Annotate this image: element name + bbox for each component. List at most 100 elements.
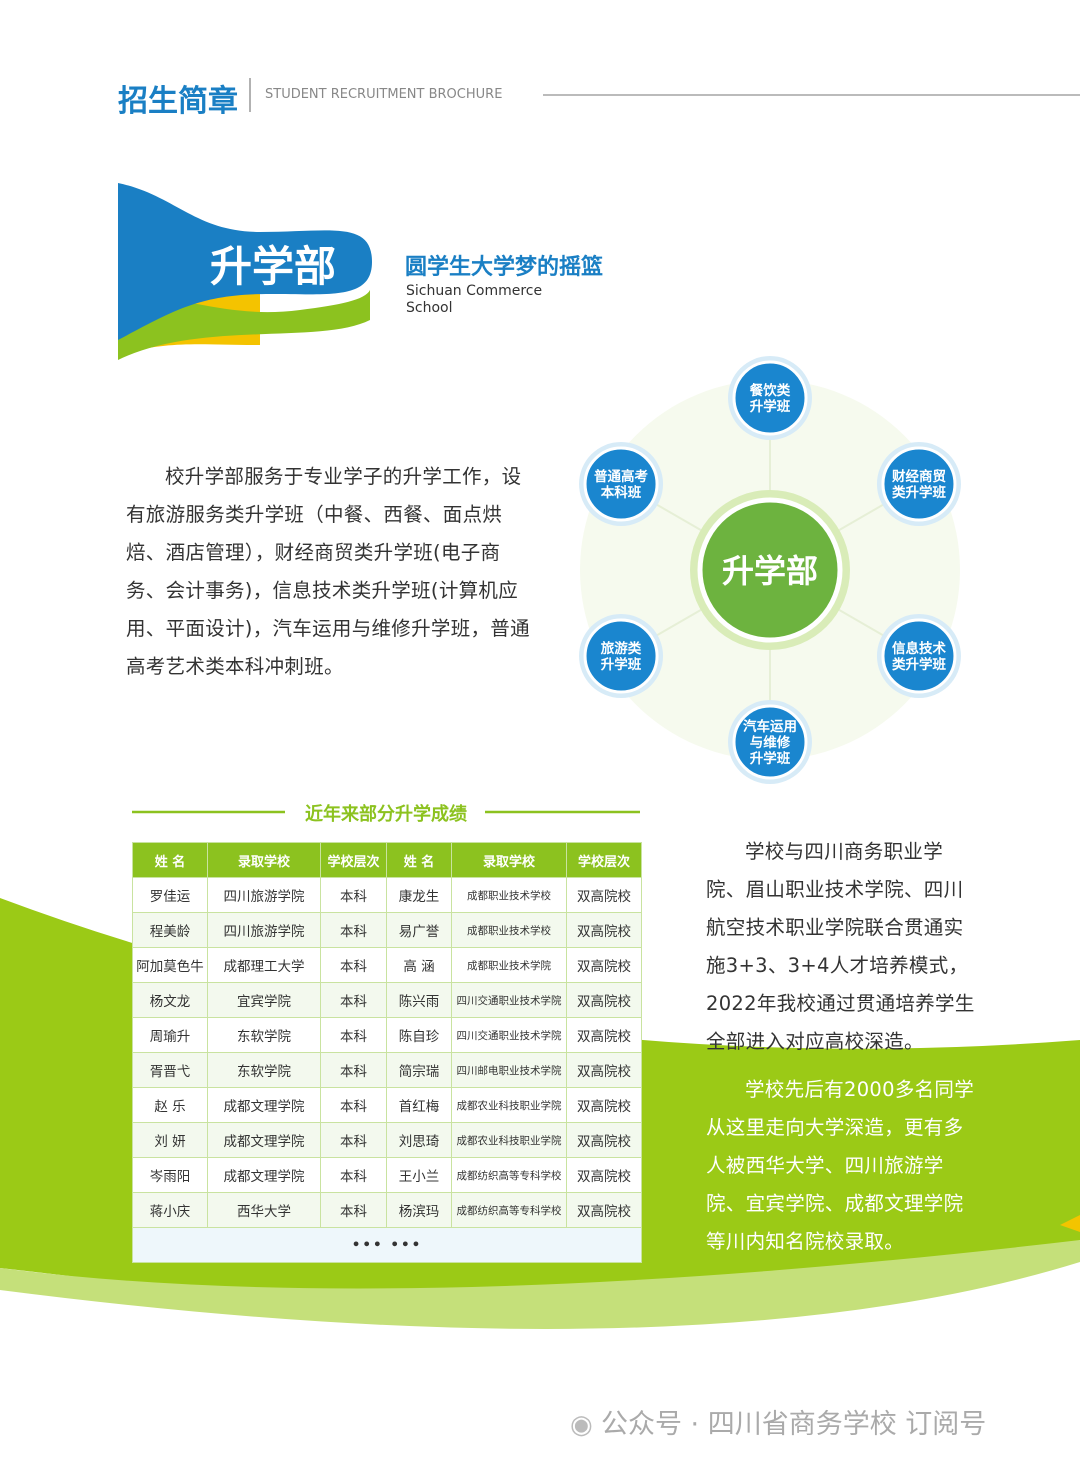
english-line: Sichuan Commerce: [406, 283, 543, 299]
node-label: 普通高考本科班: [594, 468, 648, 501]
paragraph: 学校与四川商务职业学院、眉山职业技术学院、四川航空技术职业学院联合贯通实施3+3…: [706, 840, 975, 1053]
node-label-line: 升学班: [601, 656, 642, 673]
table-cell: 岑雨阳: [132, 1157, 208, 1193]
header-cell: 姓 名: [132, 842, 208, 878]
header-subtitle: STUDENT RECRUITMENT BROCHURE: [265, 87, 503, 102]
table-cell: 本科: [320, 982, 387, 1018]
table-cell: 本科: [320, 1017, 387, 1053]
node-label-line: 升学班: [750, 398, 791, 415]
table-cell: 蒋小庆: [132, 1192, 208, 1228]
table-cell: 成都纺织高等专科学校: [451, 1192, 567, 1228]
table-cell: 刘思琦: [386, 1122, 452, 1158]
table-cell: 陈自珍: [386, 1017, 452, 1053]
header-row: 姓 名录取学校 学校层次姓 名录取学校 学校层次: [132, 842, 642, 878]
table-cell: 阿加莫色牛: [132, 947, 208, 983]
table-cell: 本科: [320, 1052, 387, 1088]
table-cell: 刘 妍: [132, 1122, 208, 1158]
node-circle: [732, 360, 808, 436]
center-circle: [697, 497, 843, 643]
table-cell: 成都职业技术学院: [451, 947, 567, 983]
table-cell: 双高院校: [566, 982, 642, 1018]
header-cell: 姓 名: [386, 842, 452, 878]
slogan: 圆学生大学梦的摇篮: [405, 255, 604, 280]
header-cell: 录取学校: [207, 842, 321, 878]
table-cell: 四川旅游学院: [207, 912, 321, 948]
table-cell: 成都文理学院: [207, 1087, 321, 1123]
table-cell: 四川交通职业技术学院: [451, 982, 567, 1018]
table-cell: 成都职业技术学校: [451, 912, 567, 948]
node-label-line: 普通高考: [594, 468, 648, 485]
green-wave-light: [0, 1240, 1080, 1329]
table-cell: 本科: [320, 1087, 387, 1123]
table-cell: 陈兴雨: [386, 982, 452, 1018]
english-line: School: [406, 300, 453, 316]
node-label-line: 类升学班: [892, 656, 946, 673]
table-cell: 高 涵: [386, 947, 452, 983]
intro: 校升学部服务于专业学子的升学工作，设有旅游服务类升学班（中餐、西餐、面点烘焙、酒…: [126, 465, 530, 678]
table-cell: 双高院校: [566, 1122, 642, 1158]
table-cell: 周瑜升: [132, 1017, 208, 1053]
table-cell: 成都文理学院: [207, 1122, 321, 1158]
node-label-line: 餐饮类: [749, 382, 791, 399]
table-row: 赵 乐成都文理学院 本科 首红梅 成都农业科技职业学院 双高院校: [132, 1087, 642, 1123]
node-label-line: 信息技术: [892, 640, 946, 657]
header-cell: 学校层次: [320, 842, 387, 878]
node-label: 财经商贸类升学班: [891, 468, 946, 501]
table-cell: 成都理工大学: [207, 947, 321, 983]
yellow-accent: [1060, 1215, 1080, 1232]
node-label-line: 类升学班: [892, 484, 946, 501]
node-circle: [881, 446, 957, 522]
table-cell: 赵 乐: [132, 1087, 208, 1123]
node-circle: [583, 618, 659, 694]
table-cell: 双高院校: [566, 1017, 642, 1053]
table-cell: 杨文龙: [132, 982, 208, 1018]
table-cell: 本科: [320, 947, 387, 983]
table-cell: 胥晋弋: [132, 1052, 208, 1088]
diagram: 餐饮类升学班财经商贸类升学班信息技术类升学班汽车运用与维修升学班旅游类升学班普通…: [579, 356, 961, 784]
table-cell: 四川交通职业技术学院: [451, 1017, 567, 1053]
node-label-line: 本科班: [601, 484, 642, 501]
table-cell: 双高院校: [566, 1192, 642, 1228]
table-cell: 本科: [320, 1157, 387, 1193]
node-circle: [583, 446, 659, 522]
node-label-line: 汽车运用: [743, 718, 797, 735]
table-cell: 四川邮电职业技术学院: [451, 1052, 567, 1088]
node-label: 餐饮类升学班: [749, 382, 791, 415]
table-cell: 康龙生: [386, 877, 452, 913]
header-title: 招生简章: [118, 84, 238, 119]
more-row: ••• •••: [132, 1227, 642, 1263]
table-cell: 西华大学: [207, 1192, 321, 1228]
node-label: 旅游类升学班: [601, 640, 642, 673]
table-cell: 成都职业技术学校: [451, 877, 567, 913]
table-row: 杨文龙 宜宾学院 本科 陈兴雨 四川交通职业技术学院 双高院校: [132, 982, 642, 1018]
table-cell: 东软学院: [207, 1052, 321, 1088]
table-row: 程美龄 四川旅游学院 本科 易广誉 成都职业技术学校 双高院校: [132, 912, 642, 948]
table-title: 近年来部分升学成绩: [305, 804, 467, 825]
table-cell: 本科: [320, 912, 387, 948]
table-cell: 成都文理学院: [207, 1157, 321, 1193]
table-row: 岑雨阳 成都文理学院 本科 王小兰 成都纺织高等专科学校 双高院校: [132, 1157, 642, 1193]
table-cell: 王小兰: [386, 1157, 452, 1193]
node-label: 汽车运用与维修升学班: [743, 718, 797, 767]
node-circle: [881, 618, 957, 694]
english-name: Sichuan Commerce School: [406, 283, 542, 317]
footer-text: 公众号 · 四川省商务学校 订阅号: [600, 1409, 987, 1440]
badge-text: 升学部: [210, 242, 337, 291]
badge-blue: [118, 183, 372, 340]
header-cell: 学校层次: [566, 842, 642, 878]
table-row: 蒋小庆 西华大学 本科 杨滨玛 成都纺织高等专科学校 双高院校: [132, 1192, 642, 1228]
table-cell: 双高院校: [566, 1087, 642, 1123]
table-cell: 易广誉: [386, 912, 452, 948]
table-cell: 罗佳运: [132, 877, 208, 913]
table-cell: 程美龄: [132, 912, 208, 948]
table-cell: 成都农业科技职业学院: [451, 1087, 567, 1123]
node-label-line: 与维修: [750, 734, 791, 751]
node-label-line: 旅游类: [601, 640, 642, 657]
node-label: 信息技术类升学班: [892, 640, 946, 673]
table-cell: 首红梅: [386, 1087, 452, 1123]
more-cell: ••• •••: [132, 1227, 642, 1263]
table-cell: 双高院校: [566, 1052, 642, 1088]
table-cell: 双高院校: [566, 877, 642, 913]
table-cell: 双高院校: [566, 947, 642, 983]
center-label: 升学部: [722, 552, 818, 590]
